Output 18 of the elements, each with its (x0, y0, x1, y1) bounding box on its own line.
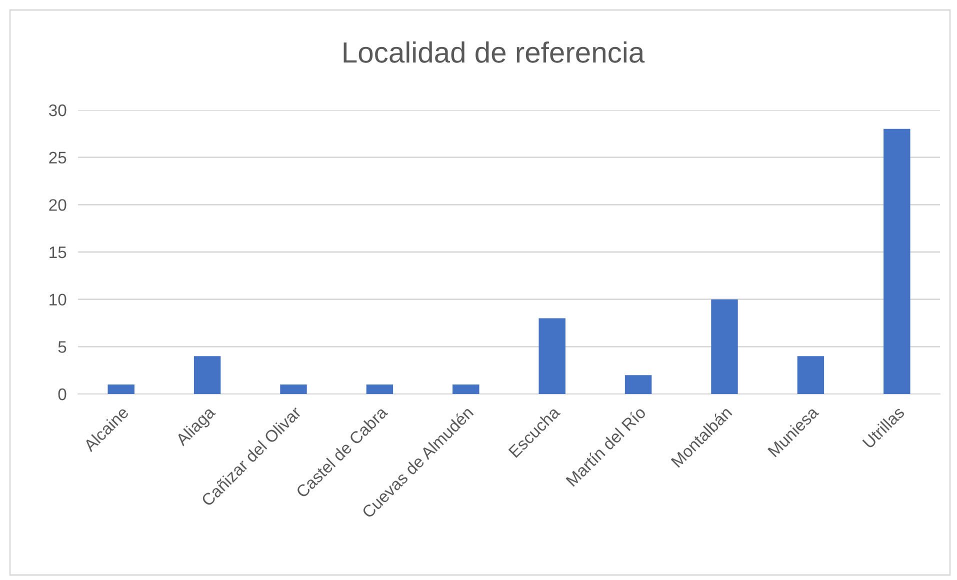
bar (884, 128, 910, 394)
y-tick-label: 15 (50, 246, 66, 258)
bar (280, 384, 307, 394)
y-tick-label: 10 (50, 294, 66, 306)
y-tick-label: 20 (49, 199, 66, 211)
y-tick-label: 30 (48, 104, 66, 116)
chart-title: Localidad de referencia (344, 41, 645, 63)
bar (538, 318, 566, 394)
bar (711, 299, 738, 394)
y-tick-label: 0 (58, 388, 66, 400)
bar (452, 384, 480, 394)
y-tick-label: 5 (58, 341, 66, 353)
bar (194, 356, 221, 394)
y-tick-label: 25 (49, 152, 66, 164)
bar (797, 356, 824, 394)
bar (108, 384, 134, 394)
bar (624, 375, 652, 394)
bar (366, 384, 394, 394)
